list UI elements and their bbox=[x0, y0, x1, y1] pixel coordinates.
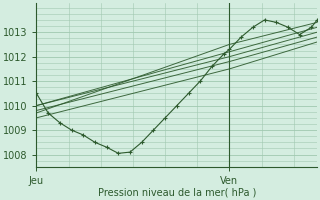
X-axis label: Pression niveau de la mer( hPa ): Pression niveau de la mer( hPa ) bbox=[98, 187, 256, 197]
